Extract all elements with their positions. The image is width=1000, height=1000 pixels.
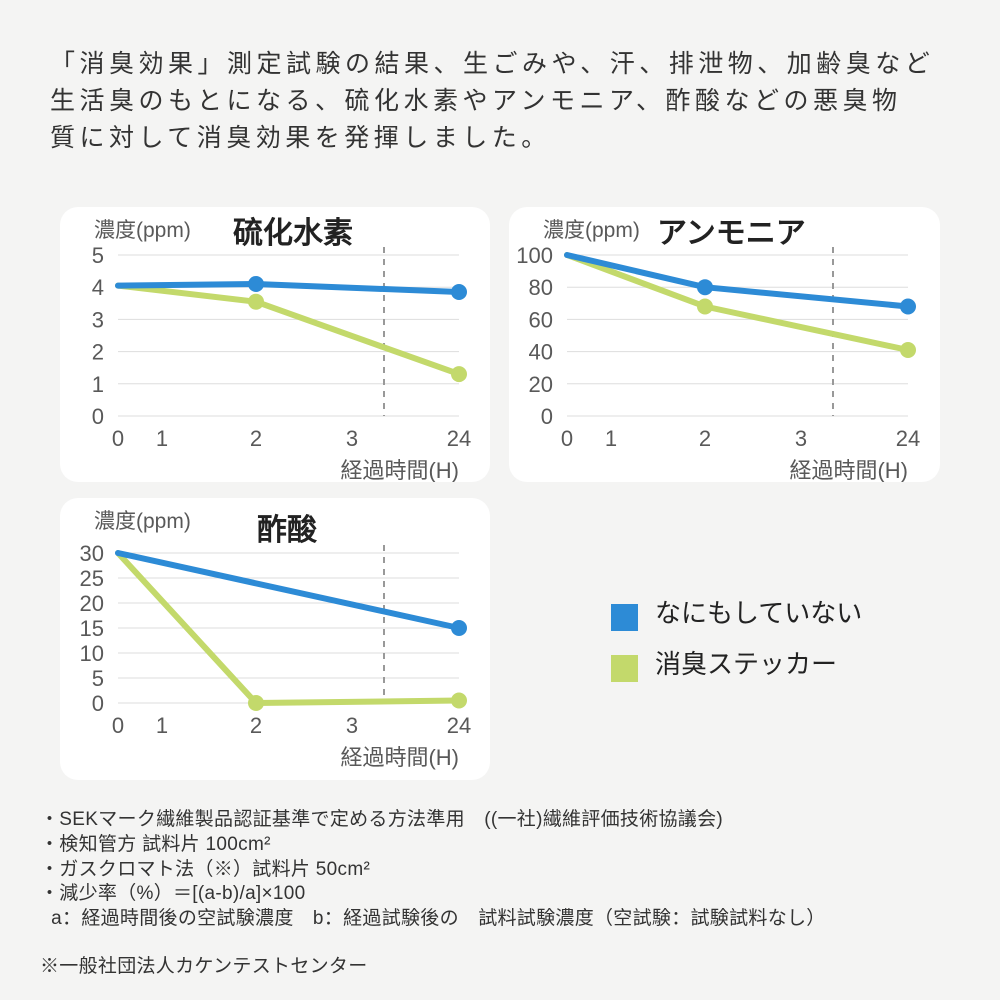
svg-text:24: 24 <box>447 426 471 451</box>
svg-text:30: 30 <box>80 541 104 566</box>
svg-text:100: 100 <box>516 243 553 268</box>
svg-text:5: 5 <box>92 666 104 691</box>
svg-text:5: 5 <box>92 243 104 268</box>
svg-text:3: 3 <box>92 307 104 332</box>
svg-text:20: 20 <box>80 591 104 616</box>
svg-text:3: 3 <box>795 426 807 451</box>
svg-text:経過時間(H): 経過時間(H) <box>340 745 459 770</box>
svg-text:0: 0 <box>112 713 124 738</box>
svg-text:0: 0 <box>561 426 573 451</box>
svg-text:2: 2 <box>250 713 262 738</box>
svg-text:3: 3 <box>346 426 358 451</box>
svg-text:1: 1 <box>605 426 617 451</box>
svg-text:60: 60 <box>529 307 553 332</box>
svg-text:20: 20 <box>529 372 553 397</box>
svg-text:1: 1 <box>156 713 168 738</box>
svg-text:0: 0 <box>112 426 124 451</box>
svg-text:40: 40 <box>529 340 553 365</box>
svg-text:3: 3 <box>346 713 358 738</box>
svg-text:2: 2 <box>250 426 262 451</box>
svg-text:24: 24 <box>447 713 471 738</box>
svg-text:0: 0 <box>92 404 104 429</box>
svg-text:24: 24 <box>896 426 920 451</box>
svg-text:2: 2 <box>92 340 104 365</box>
svg-text:80: 80 <box>529 275 553 300</box>
svg-text:0: 0 <box>541 404 553 429</box>
svg-text:経過時間(H): 経過時間(H) <box>340 458 459 482</box>
svg-text:0: 0 <box>92 691 104 716</box>
svg-text:4: 4 <box>92 275 104 300</box>
svg-text:1: 1 <box>92 372 104 397</box>
svg-text:1: 1 <box>156 426 168 451</box>
svg-text:25: 25 <box>80 566 104 591</box>
svg-text:2: 2 <box>699 426 711 451</box>
svg-text:経過時間(H): 経過時間(H) <box>789 458 908 482</box>
svg-text:10: 10 <box>80 641 104 666</box>
svg-text:15: 15 <box>80 616 104 641</box>
